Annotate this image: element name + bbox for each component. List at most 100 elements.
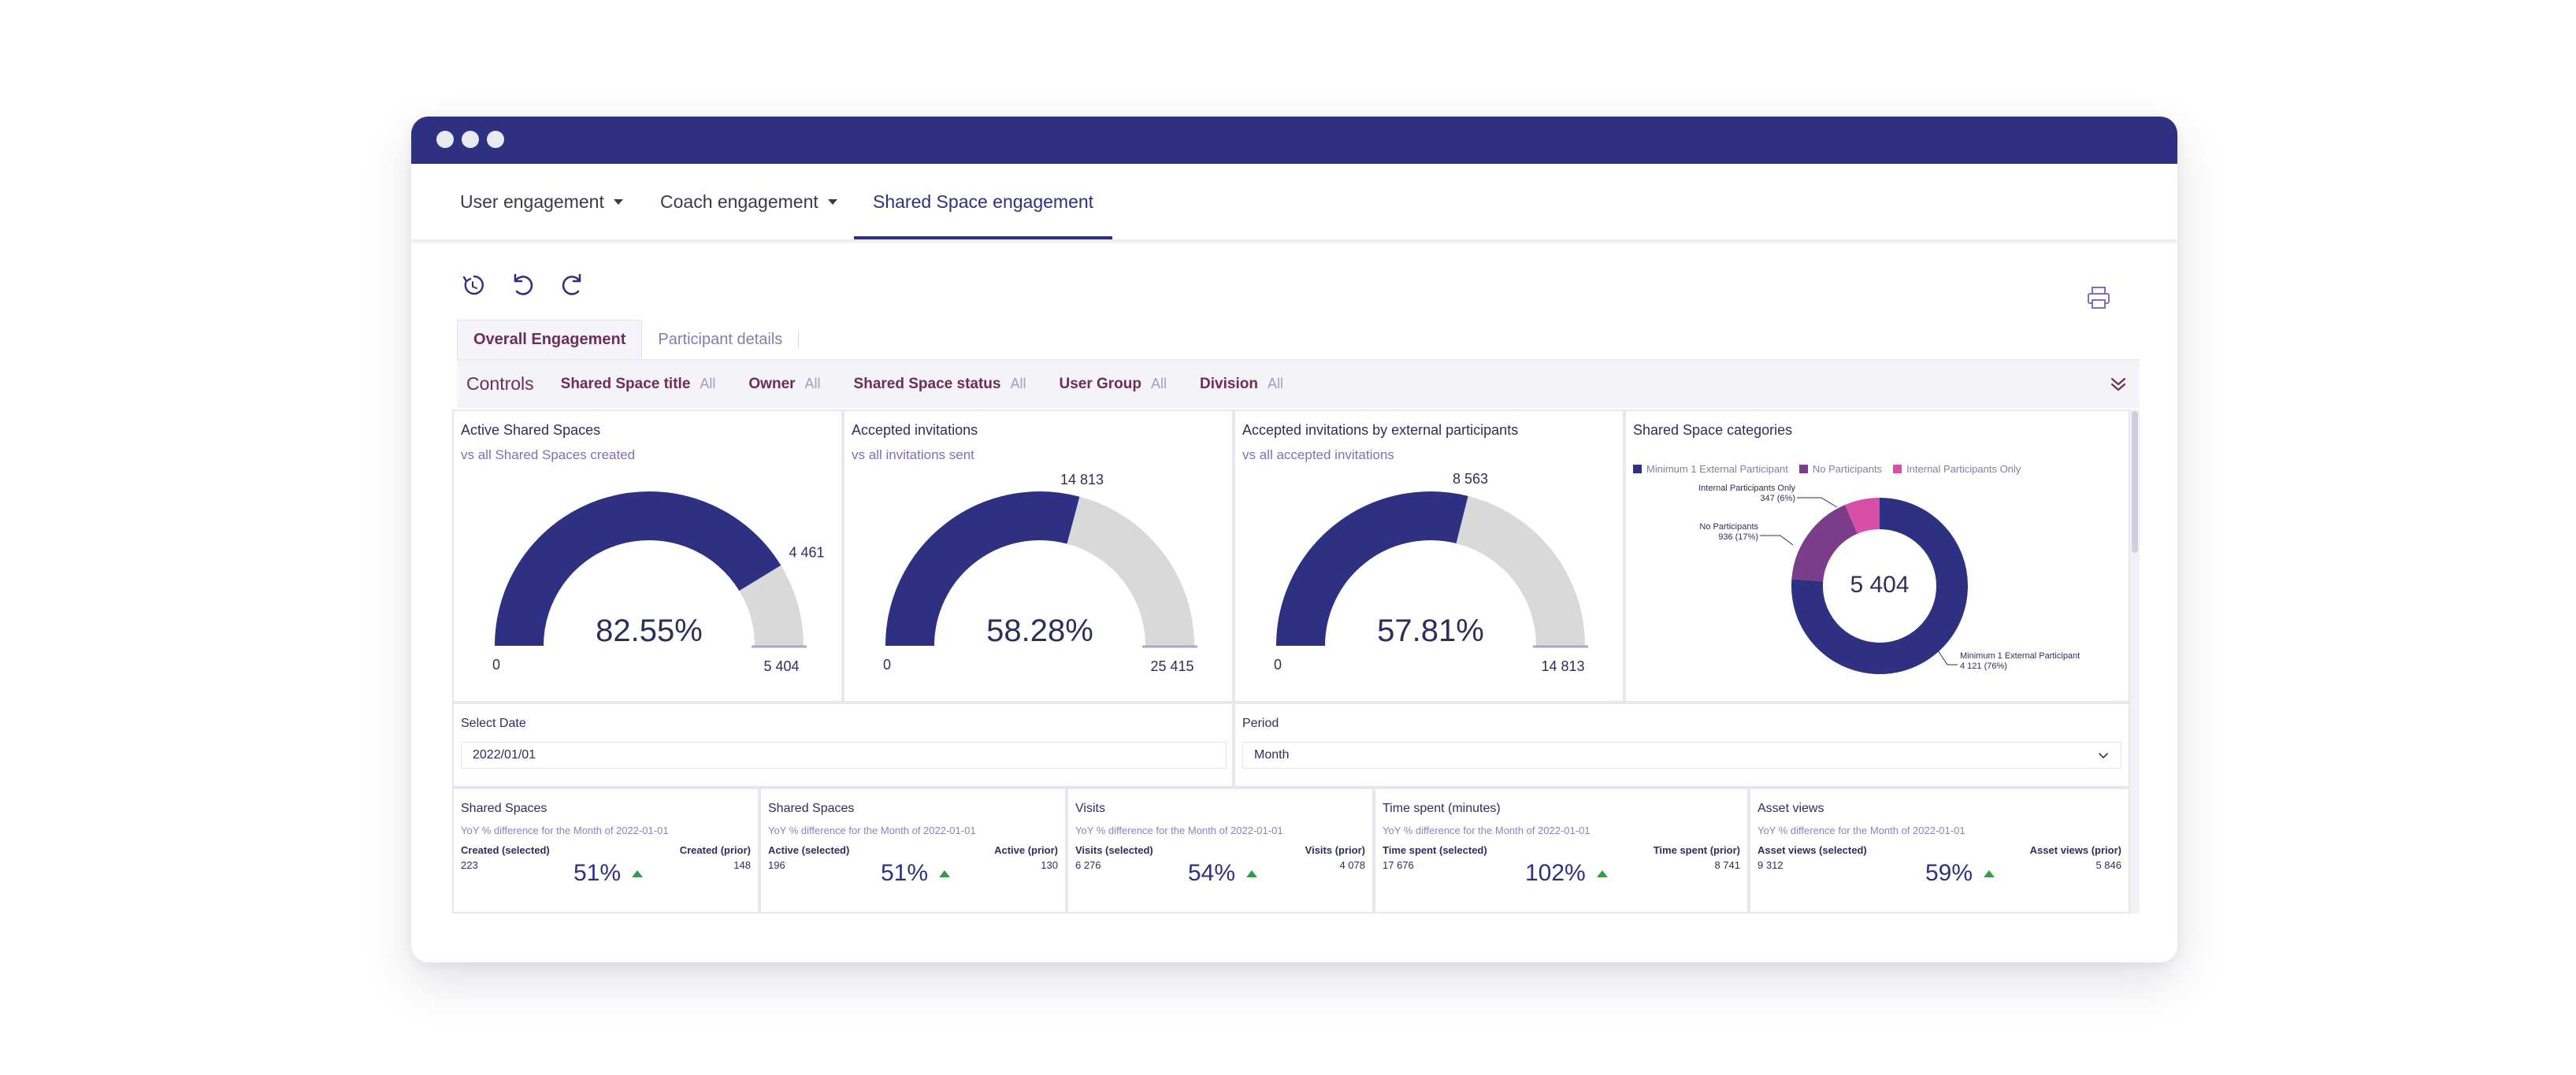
kpi-prior-value: 5 846	[2095, 859, 2121, 871]
filter-value: All	[1010, 375, 1026, 391]
tab-participant-details[interactable]: Participant details	[658, 330, 783, 348]
undo-icon	[514, 273, 533, 295]
trend-up-icon	[1984, 869, 1995, 877]
gauge-remaining-arc[interactable]	[1066, 496, 1194, 647]
collapse-chevron-icon[interactable]	[2106, 373, 2130, 396]
reset-button[interactable]	[460, 271, 488, 299]
filter-value: All	[804, 375, 821, 391]
filter-value: All	[700, 375, 716, 391]
reset-icon	[462, 275, 484, 295]
window-dot-1[interactable]	[436, 131, 454, 148]
gauge-panel-external-invitations: Accepted invitations by external partici…	[1234, 410, 1624, 702]
gauge-percent-label: 57.81%	[1377, 613, 1484, 648]
gauge-value-arc[interactable]	[1276, 491, 1468, 647]
panel-title: Shared Space categories	[1633, 422, 1793, 438]
nav-tab-user-engagement[interactable]: User engagement	[460, 164, 623, 239]
filter-shared-space-title[interactable]: Shared Space title All	[561, 376, 716, 393]
nav-tab-shared-space-engagement[interactable]: Shared Space engagement	[853, 164, 1113, 239]
gauge-value-arc[interactable]	[885, 491, 1080, 647]
chevron-down-icon	[2099, 753, 2108, 759]
kpi-subtitle: YoY % difference for the Month of 2022-0…	[768, 825, 976, 836]
controls-bar: Controls Shared Space title All Owner Al…	[457, 359, 2140, 408]
scrollbar-thumb[interactable]	[2132, 411, 2138, 553]
callout-line-none	[1760, 535, 1794, 546]
filter-division[interactable]: Division All	[1200, 376, 1283, 393]
donut-legend: Minimum 1 External Participant No Partic…	[1633, 463, 2032, 475]
sheet-tabs: Overall Engagement Participant details	[457, 320, 800, 359]
gauge-remaining-arc[interactable]	[738, 565, 804, 647]
legend-item-external[interactable]: Minimum 1 External Participant	[1633, 463, 1788, 475]
kpi-title: Time spent (minutes)	[1383, 802, 1501, 815]
filter-label: Shared Space title	[560, 375, 691, 392]
callout-line-external	[1937, 650, 1958, 665]
kpi-prior-value: 148	[733, 859, 751, 871]
filter-value: All	[1267, 375, 1283, 391]
tab-overall-engagement[interactable]: Overall Engagement	[457, 320, 643, 359]
gauge-chart: 82.55% 0 5 404 4 461	[492, 491, 825, 674]
select-date-input[interactable]: 2022/01/01	[461, 742, 1227, 769]
trend-up-icon	[939, 869, 951, 877]
kpi-percent-value: 51%	[573, 860, 622, 886]
filter-label: User Group	[1059, 375, 1142, 392]
gauge-min-label: 0	[1274, 657, 1282, 673]
period-select[interactable]: Month	[1242, 742, 2121, 769]
nav-tab-coach-engagement[interactable]: Coach engagement	[660, 164, 837, 239]
trend-up-icon	[1596, 869, 1608, 877]
kpi-percent: 54%	[1188, 860, 1258, 887]
kpi-title: Asset views	[1758, 802, 1824, 815]
window-dot-2[interactable]	[462, 131, 479, 148]
title-bar	[411, 117, 2177, 164]
filter-label: Division	[1200, 375, 1258, 392]
kpi-percent: 59%	[1925, 860, 1995, 887]
filter-value: All	[1151, 375, 1167, 391]
tab-divider	[798, 331, 800, 348]
window-dot-3[interactable]	[487, 131, 504, 148]
filter-shared-space-status[interactable]: Shared Space status All	[854, 376, 1026, 393]
panel-subtitle: vs all accepted invitations	[1242, 447, 1394, 462]
donut-slice-no-participants[interactable]	[1791, 504, 1858, 583]
legend-label: No Participants	[1812, 463, 1883, 475]
kpi-shared-spaces-active: Shared Spaces YoY % difference for the M…	[759, 788, 1067, 914]
filter-owner[interactable]: Owner All	[748, 376, 820, 393]
kpi-selected-label: Created (selected)	[461, 844, 550, 856]
filter-user-group[interactable]: User Group All	[1059, 376, 1167, 393]
legend-item-no-participants[interactable]: No Participants	[1798, 463, 1883, 475]
vertical-scrollbar[interactable]	[2130, 410, 2140, 914]
nav-tab-label: Shared Space engagement	[873, 191, 1094, 212]
donut-slice-internal-only[interactable]	[1845, 498, 1880, 535]
period-label: Period	[1242, 717, 1279, 730]
print-button[interactable]	[2084, 284, 2113, 312]
undo-button[interactable]	[509, 271, 537, 299]
donut-slice-external[interactable]	[1791, 498, 1968, 674]
app-window: User engagement Coach engagement Shared …	[411, 117, 2177, 962]
legend-label: Internal Participants Only	[1906, 463, 2021, 475]
kpi-prior-label: Visits (prior)	[1305, 844, 1365, 856]
gauge-value-arc[interactable]	[495, 491, 781, 647]
legend-swatch	[1633, 465, 1642, 473]
callout-none-value: 936 (17%)	[1718, 532, 1758, 542]
trend-up-icon	[1246, 869, 1258, 877]
kpi-selected-value: 223	[461, 859, 478, 871]
gauge-panel-active-shared-spaces: Active Shared Spaces vs all Shared Space…	[452, 410, 843, 702]
panel-title: Active Shared Spaces	[461, 422, 601, 438]
period-panel: Period Month	[1234, 702, 2130, 788]
redo-button[interactable]	[558, 271, 586, 299]
top-nav: User engagement Coach engagement Shared …	[411, 164, 2177, 239]
kpi-prior-value: 4 078	[1339, 859, 1365, 871]
panel-subtitle: vs all invitations sent	[852, 447, 974, 462]
legend-item-internal-only[interactable]: Internal Participants Only	[1893, 463, 2021, 475]
nav-tab-label: User engagement	[460, 191, 604, 212]
controls-title: Controls	[466, 373, 534, 394]
legend-label: Minimum 1 External Participant	[1646, 463, 1788, 475]
kpi-subtitle: YoY % difference for the Month of 2022-0…	[1075, 825, 1283, 836]
kpi-subtitle: YoY % difference for the Month of 2022-0…	[1383, 825, 1591, 836]
gauge-max-label: 14 813	[1541, 658, 1584, 674]
kpi-selected-value: 6 276	[1075, 859, 1101, 871]
kpi-selected-value: 196	[768, 859, 785, 871]
panel-title: Accepted invitations	[852, 422, 978, 438]
kpi-percent-value: 51%	[881, 860, 929, 886]
donut-panel-shared-space-categories: Shared Space categories Minimum 1 Extern…	[1624, 410, 2130, 702]
gauge-remaining-arc[interactable]	[1455, 495, 1585, 647]
gauge-value-label: 4 461	[789, 545, 825, 561]
kpi-time-spent: Time spent (minutes) YoY % difference fo…	[1374, 788, 1749, 914]
